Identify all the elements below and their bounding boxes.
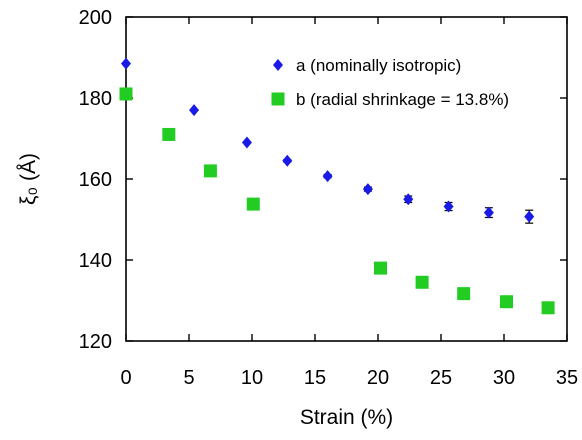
data-point [457,287,471,301]
series-b [119,87,555,315]
y-tick-label: 180 [79,88,112,110]
x-tick-label: 15 [304,367,326,389]
y-tick-label: 160 [79,169,112,191]
data-point [524,210,535,223]
data-point [119,87,133,101]
data-point [282,154,293,167]
x-tick-label: 0 [120,367,131,389]
x-tick-label: 10 [241,367,263,389]
data-point [162,127,176,141]
data-point [415,275,429,289]
x-tick-label: 35 [556,367,578,389]
data-point [541,301,555,315]
y-tick-label: 200 [79,7,112,29]
data-point [483,206,494,219]
legend-marker [273,59,283,71]
y-tick-label: 140 [79,250,112,272]
data-point [189,104,200,117]
data-point [403,193,414,206]
data-point [362,183,373,196]
data-point [241,136,252,149]
tick-labels: 0 5 10 15 20 25 30 35 120 140 160 180 200 [79,7,579,389]
x-axis-label: Strain (%) [300,406,393,429]
data-marks [119,57,555,315]
data-point [500,295,514,309]
y-axis-label: ξ₀ (Å) [17,153,40,205]
x-tick-label: 30 [493,367,515,389]
legend-label: a (nominally isotropic) [296,56,461,75]
data-point [322,170,333,183]
legend-label: b (radial shrinkage = 13.8%) [296,90,509,109]
legend-marker [271,92,285,106]
x-tick-label: 20 [367,367,389,389]
data-point [203,164,217,178]
y-tick-label: 120 [79,331,112,353]
data-point [374,261,388,275]
data-point [443,200,454,213]
x-tick-label: 25 [430,367,452,389]
data-point [246,197,260,211]
data-point [121,57,131,70]
x-tick-label: 5 [183,367,194,389]
legend: a (nominally isotropic) b (radial shrinka… [271,56,509,109]
series-a [121,57,535,224]
axis-ticks [125,16,568,342]
